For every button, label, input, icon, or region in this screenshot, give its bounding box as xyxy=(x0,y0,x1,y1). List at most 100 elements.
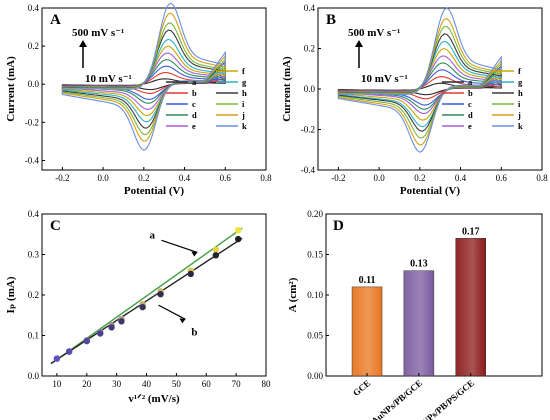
data-point-b xyxy=(108,324,115,331)
legend-label-d: d xyxy=(468,110,473,120)
data-point-b xyxy=(139,303,146,311)
x-tick-label: 0.2 xyxy=(414,173,425,183)
scan-arrow-head xyxy=(355,40,363,47)
annotation-a-arrow xyxy=(161,239,198,254)
x-tick-label: 0.0 xyxy=(373,173,385,183)
x-tick-label: -0.2 xyxy=(55,173,69,183)
y-tick-label: 0.0 xyxy=(28,371,40,381)
x-tick-label: 0.6 xyxy=(496,173,508,183)
y-tick-label: -0.2 xyxy=(301,125,315,135)
panel-c: C 10 20 30 40 50 60 70 80 0.0 0.1 0.2 0.3 0.4 v¹ᐟ² (mV… xyxy=(5,209,271,405)
x-tick-label: 0.6 xyxy=(220,173,232,183)
annotation-a-arrowhead xyxy=(191,251,198,257)
x-tick-label: 20 xyxy=(82,379,92,389)
plot-frame xyxy=(41,7,267,171)
annotation-bottom: 10 mV s⁻¹ xyxy=(361,73,408,85)
data-point-b xyxy=(212,252,220,259)
y-tick-label: 0.2 xyxy=(28,290,39,300)
y-tick-label: 0.15 xyxy=(307,250,323,260)
legend-label-g: g xyxy=(242,77,247,87)
y-axis-label: A (cm²) xyxy=(287,277,299,312)
panel-label: A xyxy=(50,12,61,28)
y-axis-label: Current (mA) xyxy=(281,56,293,122)
y-tick-label: -0.4 xyxy=(25,155,40,165)
data-point-b xyxy=(157,290,164,298)
bar-value-label: 0.13 xyxy=(410,259,428,270)
y-tick-label: 0.2 xyxy=(304,44,315,54)
legend-label-j: j xyxy=(241,110,245,120)
annotation-b-arrow xyxy=(158,304,186,320)
x-tick-label: 0.4 xyxy=(179,173,191,183)
x-axis-label: v¹ᐟ² (mV/s) xyxy=(128,393,180,405)
data-point-b xyxy=(118,318,125,325)
x-tick-label: 0.2 xyxy=(138,173,149,183)
y-tick-label: 0.4 xyxy=(28,3,40,13)
legend-label-d: d xyxy=(192,110,197,120)
legend-label-h: h xyxy=(518,88,523,98)
x-tick-label: -0.2 xyxy=(331,173,345,183)
legend-label-b: b xyxy=(468,88,473,98)
annotation-top: 500 mV s⁻¹ xyxy=(348,27,400,39)
data-point-b xyxy=(97,330,104,337)
legend-label-f: f xyxy=(242,66,245,76)
bar-value-label: 0.11 xyxy=(359,275,376,286)
legend-label-c: c xyxy=(468,99,472,109)
data-point-b xyxy=(53,355,61,362)
panel-label: D xyxy=(333,218,344,234)
y-tick-label: 0.0 xyxy=(28,79,40,89)
legend-label-k: k xyxy=(242,121,247,131)
legend-label-e: e xyxy=(192,121,196,131)
y-tick-label: 0.4 xyxy=(304,3,316,13)
y-axis-label: Current (mA) xyxy=(5,56,17,122)
legend-label-a: a xyxy=(468,77,473,87)
y-tick-label: -0.2 xyxy=(25,117,39,127)
y-tick-label: 0.2 xyxy=(28,41,39,51)
bar-AuNPs/PB/GCE xyxy=(403,270,435,377)
legend-label-c: c xyxy=(192,99,196,109)
legend-label-i: i xyxy=(518,99,521,109)
legend-label-h: h xyxy=(242,88,247,98)
panel-d: D 0.00 0.05 0.10 0.15 0.20 A (cm²) 0.11 GCE 0.13 A… xyxy=(287,209,543,420)
legend-label-i: i xyxy=(242,99,245,109)
x-tick-label: 0.8 xyxy=(260,173,272,183)
y-tick-label: 0.10 xyxy=(307,290,323,300)
x-tick-label: 50 xyxy=(172,379,182,389)
annotation-a: a xyxy=(150,229,156,241)
y-tick-label: 0.00 xyxy=(307,371,323,381)
y-tick-label: 0.20 xyxy=(307,209,323,219)
x-tick-label: GCE xyxy=(351,378,372,398)
y-tick-label: 0.3 xyxy=(28,250,40,260)
y-tick-label: 0.05 xyxy=(307,331,323,341)
y-tick-label: 0.1 xyxy=(28,331,39,341)
bar-value-label: 0.17 xyxy=(462,226,480,237)
bar-GCE xyxy=(351,286,383,377)
fit-line-a xyxy=(50,227,243,365)
legend-label-k: k xyxy=(518,121,523,131)
data-point-a xyxy=(235,227,242,234)
x-tick-label: 80 xyxy=(262,379,272,389)
data-point-b xyxy=(65,348,73,355)
data-point-b xyxy=(83,337,91,345)
fit-line-b xyxy=(50,237,243,365)
panel-label: B xyxy=(326,12,336,28)
x-tick-label: 70 xyxy=(232,379,242,389)
legend-label-e: e xyxy=(468,121,472,131)
y-tick-label: -0.4 xyxy=(301,165,316,175)
panel-label: C xyxy=(50,218,61,234)
annotation-b-arrowhead xyxy=(179,318,186,324)
annotation-b: b xyxy=(191,327,197,339)
legend-label-j: j xyxy=(517,110,521,120)
x-tick-label: 40 xyxy=(142,379,152,389)
scan-arrow-head xyxy=(79,40,87,47)
y-tick-label: 0.4 xyxy=(28,209,40,219)
data-point-a xyxy=(212,246,220,253)
x-tick-label: AuNPs/PB/GCE xyxy=(369,378,424,420)
data-point-b xyxy=(187,270,194,278)
bar-AuNPs/PB/PS/GCE xyxy=(455,238,486,377)
x-tick-label: 30 xyxy=(112,379,122,389)
cv-curve-k xyxy=(337,7,502,153)
x-tick-label: 0.4 xyxy=(455,173,467,183)
data-point-b xyxy=(235,235,242,243)
x-tick-label: 0.8 xyxy=(536,173,548,183)
